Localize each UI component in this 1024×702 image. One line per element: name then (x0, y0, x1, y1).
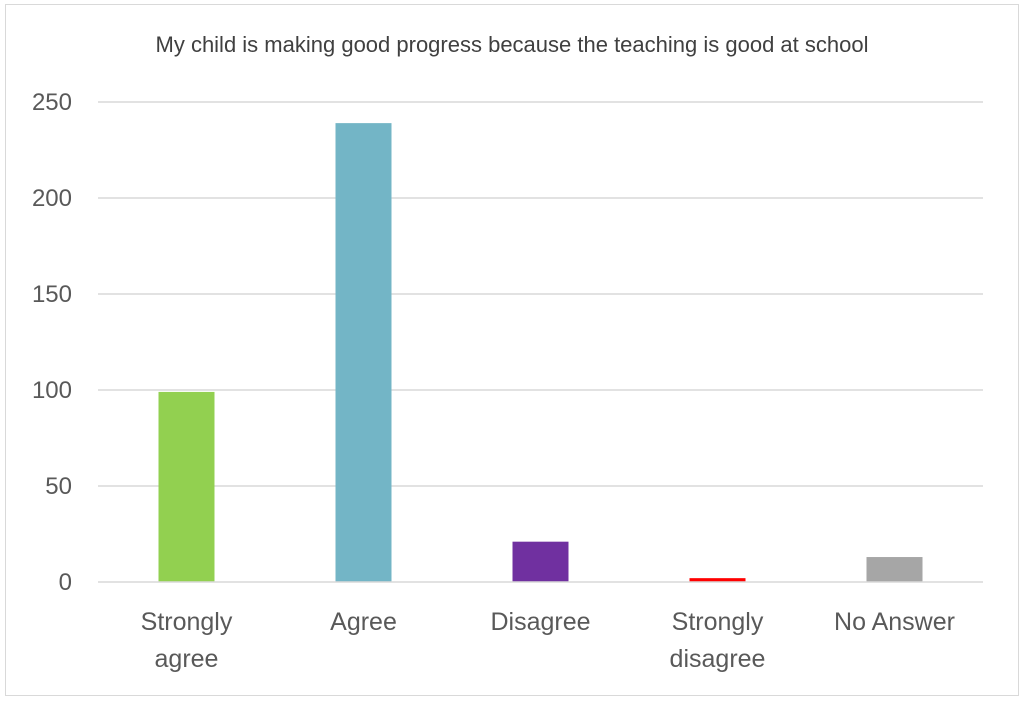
bar (866, 557, 923, 582)
x-tick-label: Disagree (490, 608, 590, 636)
y-tick-label: 250 (32, 89, 72, 116)
bar (158, 391, 215, 582)
y-tick-label: 200 (32, 185, 72, 212)
bars (158, 123, 923, 583)
y-axis: 0 50 100 150 200 250 (32, 89, 72, 596)
bar (512, 541, 569, 582)
gridlines (98, 101, 983, 487)
x-tick-label: Strongly disagree (670, 608, 766, 673)
x-tick-label: Agree (330, 608, 397, 636)
y-tick-label: 100 (32, 377, 72, 404)
x-tick-label: No Answer (834, 608, 955, 636)
x-tick-label: Strongly agree (141, 608, 233, 673)
chart-title: My child is making good progress because… (156, 32, 869, 57)
bar (335, 123, 392, 583)
y-tick-label: 0 (59, 569, 72, 596)
y-tick-label: 150 (32, 281, 72, 308)
y-tick-label: 50 (45, 473, 72, 500)
bar (689, 578, 746, 582)
x-axis: Strongly agree Agree Disagree Strongly disagr… (98, 581, 983, 673)
